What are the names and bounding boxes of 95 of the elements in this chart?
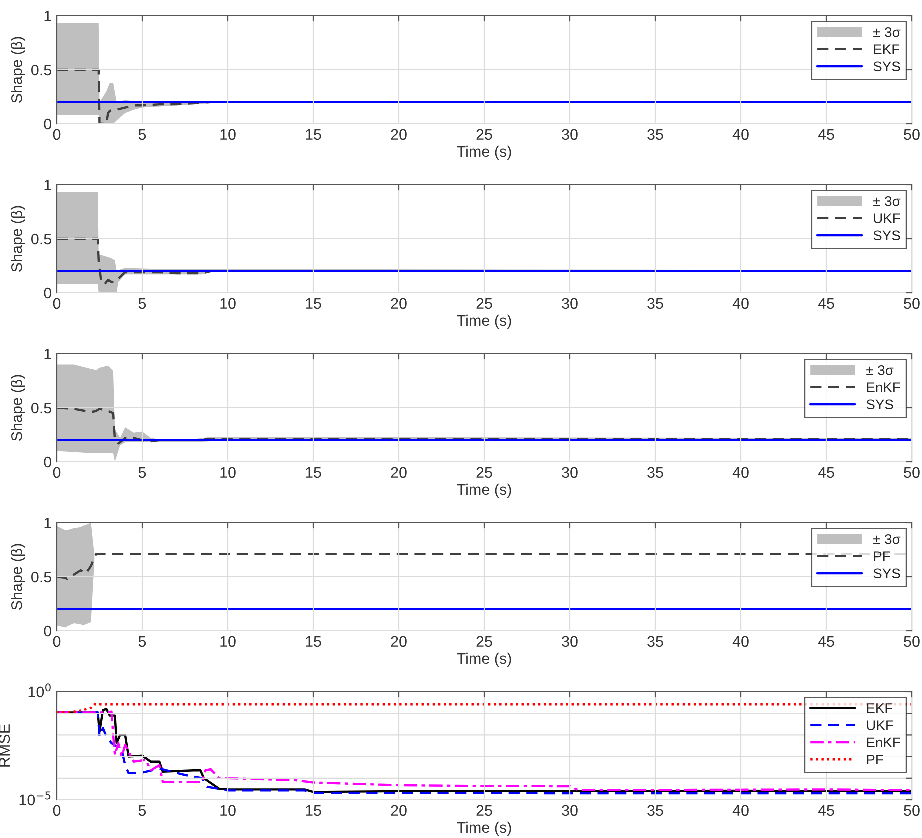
x-tick-label: 10	[220, 467, 236, 478]
x-tick-label: 15	[306, 298, 322, 310]
x-tick-label: 0	[53, 467, 61, 478]
legend-label: EKF	[867, 704, 893, 714]
x-tick-label: 5	[138, 805, 146, 816]
x-tick-label: 45	[818, 805, 834, 816]
x-tick-label: 5	[138, 129, 146, 140]
x-axis-title: Time (s)	[457, 652, 512, 668]
x-tick-label: 0	[53, 636, 61, 648]
y-tick-label: 0	[44, 456, 52, 468]
x-tick-label: 25	[476, 467, 492, 478]
x-tick-label: 30	[562, 467, 578, 478]
x-tick-label: 40	[732, 636, 749, 648]
legend-label: ± 3σ	[874, 534, 901, 544]
y-tick-label: 1	[44, 11, 52, 22]
legend-label: EKF	[874, 44, 900, 54]
y-tick-label: 0.5	[32, 234, 52, 245]
legend-label: SYS	[874, 62, 900, 72]
x-tick-label: 50	[904, 636, 920, 648]
x-axis-title: Time (s)	[457, 314, 512, 330]
x-tick-label: 25	[476, 298, 492, 310]
x-tick-label: 50	[904, 467, 920, 478]
legend-label: ± 3σ	[874, 27, 901, 38]
x-tick-label: 35	[648, 805, 664, 816]
x-tick-label: 20	[391, 298, 407, 310]
x-tick-label: 25	[476, 805, 492, 816]
x-tick-label: 30	[562, 805, 578, 816]
x-tick-label: 10	[220, 129, 236, 140]
x-tick-label: 0	[53, 129, 61, 140]
legend-label: PF	[867, 754, 884, 765]
y-axis-title: Shape (β)	[11, 375, 26, 441]
y-tick-label: 0	[44, 626, 52, 637]
y-tick-label: 0	[44, 288, 52, 299]
x-tick-label: 30	[562, 298, 578, 310]
x-tick-label: 0	[53, 805, 61, 816]
x-tick-label: 35	[648, 467, 664, 478]
y-tick-label: 1	[44, 349, 52, 360]
x-tick-label: 5	[138, 298, 146, 310]
x-tick-label: 15	[306, 129, 322, 140]
legend-label: EnKF	[867, 382, 900, 392]
x-axis-title: Time (s)	[457, 822, 512, 836]
y-tick-label: 10$^{−5}$	[20, 792, 51, 806]
x-tick-label: 15	[306, 467, 322, 478]
x-tick-label: 50	[904, 129, 920, 140]
x-tick-label: 10	[220, 805, 236, 816]
x-tick-label: 30	[562, 129, 578, 140]
x-tick-label: 40	[732, 467, 749, 478]
x-tick-label: 15	[306, 636, 322, 648]
x-tick-label: 25	[476, 129, 492, 140]
x-tick-label: 5	[138, 467, 146, 478]
legend-label: SYS	[866, 400, 894, 410]
x-tick-label: 45	[818, 129, 834, 140]
x-tick-label: 25	[476, 636, 492, 648]
x-tick-label: 35	[648, 129, 664, 140]
legend-label: SYS	[874, 230, 900, 241]
x-axis-title: Time (s)	[457, 484, 512, 498]
x-tick-label: 40	[732, 129, 749, 140]
x-tick-label: 50	[904, 298, 920, 310]
x-tick-label: 35	[648, 298, 664, 310]
x-tick-label: 45	[818, 636, 834, 648]
x-tick-label: 35	[648, 636, 664, 648]
y-tick-label: 0	[44, 118, 52, 130]
x-tick-label: 30	[562, 636, 578, 648]
x-tick-label: 45	[818, 298, 834, 310]
legend-label: UKF	[867, 720, 894, 730]
x-tick-label: 10	[220, 636, 236, 648]
y-tick-label: 0.5	[32, 64, 52, 76]
x-tick-label: 20	[391, 636, 407, 648]
y-axis-title: Shape (β)	[11, 206, 26, 272]
x-tick-label: 45	[818, 467, 834, 478]
y-axis-title: Shape (β)	[11, 544, 26, 610]
line-series	[57, 704, 912, 714]
x-tick-label: 0	[53, 298, 61, 310]
x-tick-label: 20	[391, 467, 407, 478]
legend-label: PF	[874, 552, 890, 562]
y-tick-label: 10$^{0}$	[28, 684, 51, 698]
y-tick-label: 0.5	[32, 402, 52, 414]
x-tick-label: 20	[391, 805, 407, 816]
x-tick-label: 20	[391, 129, 407, 140]
x-tick-label: 40	[732, 298, 749, 310]
x-tick-label: 40	[732, 805, 749, 816]
x-tick-label: 15	[306, 805, 322, 816]
x-tick-label: 10	[220, 298, 236, 310]
y-tick-label: 1	[44, 180, 52, 191]
legend-label: EnKF	[867, 738, 900, 748]
y-tick-label: 0.5	[32, 572, 52, 583]
x-tick-label: 50	[904, 805, 920, 816]
legend-label: ± 3σ	[874, 196, 901, 206]
y-tick-label: 1	[44, 518, 52, 529]
legend-label: UKF	[874, 214, 900, 224]
y-axis-title: Shape (β)	[11, 37, 26, 103]
x-tick-label: 5	[138, 636, 146, 648]
legend-label: SYS	[874, 568, 900, 579]
legend-label: ± 3σ	[866, 365, 894, 376]
x-axis-title: Time (s)	[457, 146, 512, 160]
